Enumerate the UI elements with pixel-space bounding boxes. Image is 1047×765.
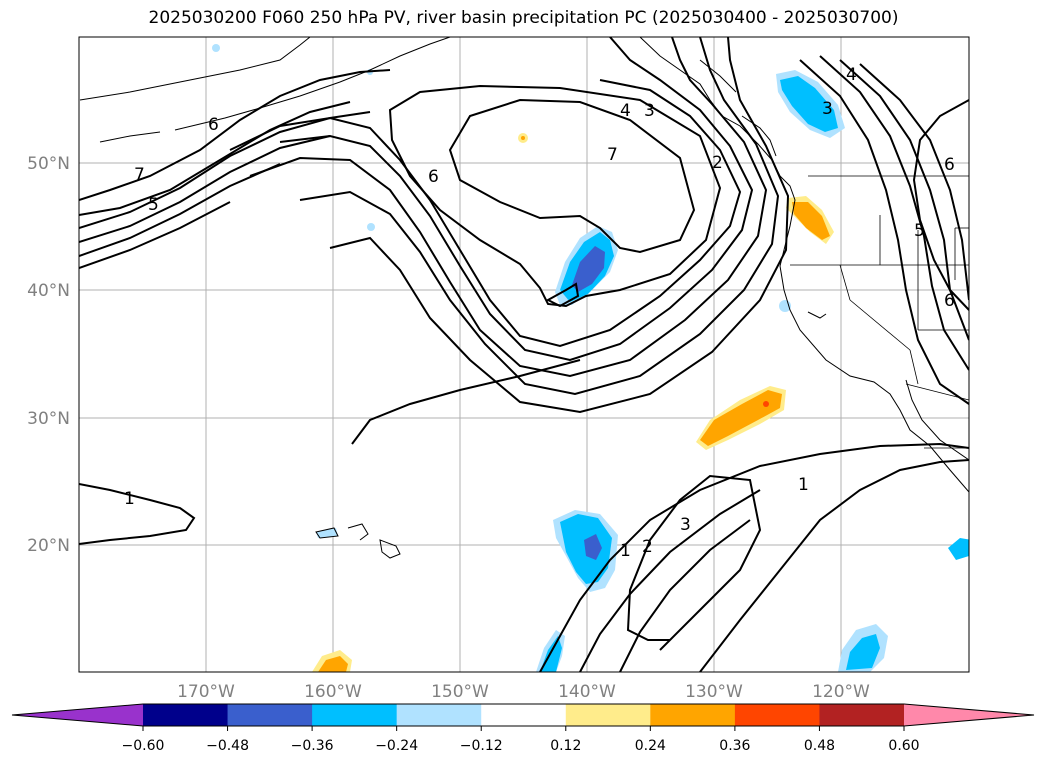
lon-label-150w: 150°W <box>431 682 489 702</box>
clabel-3-b: 3 <box>822 99 833 119</box>
map-frame <box>78 36 970 673</box>
colorbar-tick-label: −0.48 <box>206 738 249 754</box>
colorbar-segment <box>819 704 905 726</box>
lon-label-120w: 120°W <box>812 682 870 702</box>
colorbar-tick-label: 0.24 <box>635 738 666 754</box>
colorbar-segment <box>565 704 651 726</box>
colorbar-segment <box>227 704 313 726</box>
lon-labels: 170°W 160°W 150°W 140°W 130°W 120°W <box>177 682 870 702</box>
pv-contour-labels: 7 5 6 6 4 3 7 2 4 3 5 6 6 1 1 2 3 1 <box>124 65 955 561</box>
lon-label-130w: 130°W <box>685 682 743 702</box>
pv-loop-inner <box>448 98 696 254</box>
colorbar-segment <box>650 704 736 726</box>
clabel-1-b: 1 <box>620 541 631 561</box>
colorbar-segment <box>396 704 482 726</box>
clabel-5-a: 5 <box>148 195 159 215</box>
clabel-3-a: 3 <box>644 101 655 121</box>
clabel-6-a: 6 <box>208 115 219 135</box>
colorbar: −0.60 −0.48 −0.36 −0.24 −0.12 0.12 0.24 0.36 0.4… <box>11 703 1035 754</box>
clabel-7-b: 7 <box>607 145 618 165</box>
page-title: 2025030200 F060 250 hPa PV, river basin … <box>148 8 899 28</box>
colorbar-tick-label: −0.12 <box>460 738 503 754</box>
clabel-2-a: 2 <box>712 153 723 173</box>
lat-label-50: 50°N <box>27 154 70 174</box>
clabel-2-b: 2 <box>642 537 653 557</box>
colorbar-tick-label: 0.60 <box>888 738 919 754</box>
colorbar-tick-label: 0.36 <box>719 738 750 754</box>
pv-loop-outer <box>229 79 742 348</box>
colorbar-extend-low <box>12 704 143 726</box>
clabel-1-a: 1 <box>124 489 135 509</box>
lat-label-30: 30°N <box>27 409 70 429</box>
colorbar-tick-label: −0.36 <box>291 738 334 754</box>
colorbar-tick-label: −0.24 <box>375 738 418 754</box>
colorbar-tick-label: 0.12 <box>550 738 581 754</box>
clabel-7-a: 7 <box>134 165 145 185</box>
colorbar-segment <box>481 704 567 726</box>
precip-shading <box>212 44 969 672</box>
lon-label-160w: 160°W <box>304 682 362 702</box>
colorbar-segment <box>734 704 820 726</box>
clabel-4-b: 4 <box>846 65 857 85</box>
lon-label-140w: 140°W <box>558 682 616 702</box>
clabel-3-c: 3 <box>680 515 691 535</box>
clabel-6-c: 6 <box>944 155 955 175</box>
lat-label-40: 40°N <box>27 281 70 301</box>
lat-labels: 50°N 40°N 30°N 20°N <box>27 154 70 556</box>
colorbar-tick-label: −0.60 <box>122 738 165 754</box>
colorbar-tick-label: 0.48 <box>804 738 835 754</box>
clabel-6-d: 6 <box>944 291 955 311</box>
colorbar-segment <box>312 704 398 726</box>
lat-label-20: 20°N <box>27 536 70 556</box>
clabel-4-a: 4 <box>620 101 631 121</box>
clabel-6-b: 6 <box>428 167 439 187</box>
colorbar-segment <box>143 704 229 726</box>
lon-label-170w: 170°W <box>177 682 235 702</box>
clabel-1-c: 1 <box>798 475 809 495</box>
pv-contours <box>79 37 969 672</box>
colorbar-extend-high <box>904 704 1034 726</box>
clabel-5-b: 5 <box>914 221 925 241</box>
